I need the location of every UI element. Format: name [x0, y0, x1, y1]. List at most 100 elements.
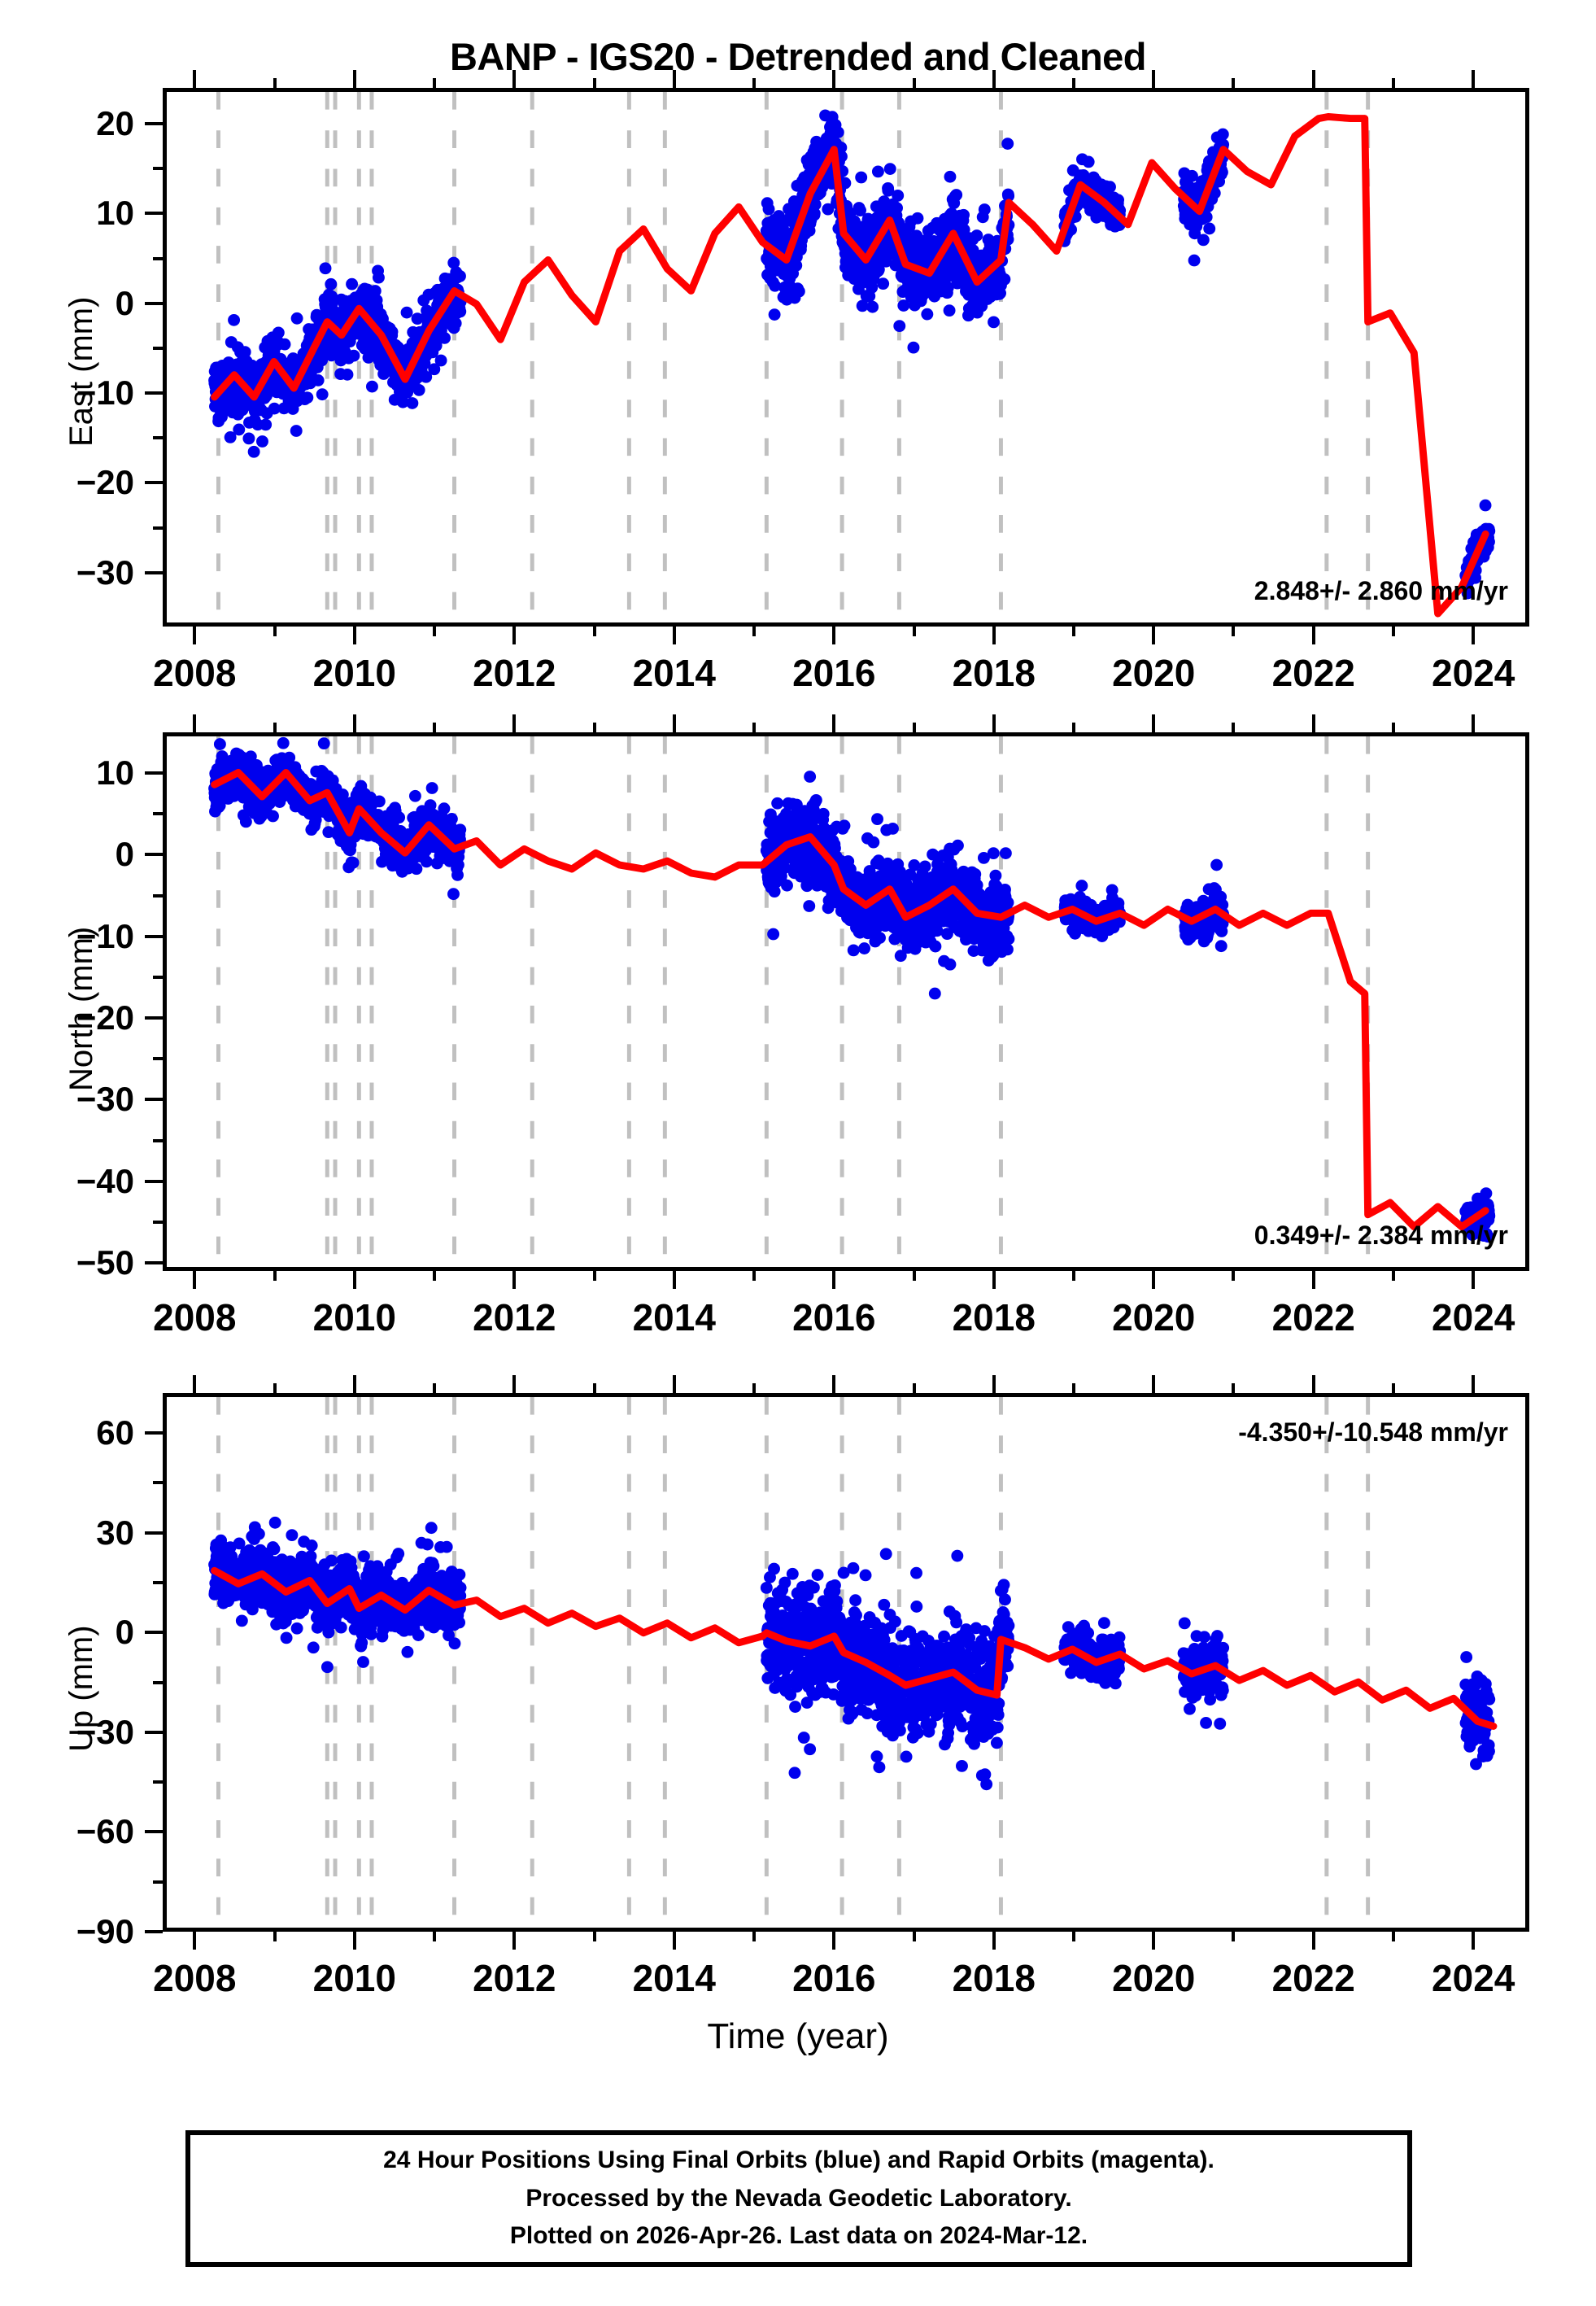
xtick-label: 2018 — [952, 652, 1036, 694]
data-point — [365, 380, 378, 393]
data-point — [839, 177, 852, 190]
plot-canvas-east — [208, 92, 1496, 622]
data-point — [396, 395, 409, 408]
data-point — [1216, 128, 1229, 141]
xtick-minor — [1232, 627, 1236, 636]
xtick-mark — [193, 627, 197, 644]
data-point — [987, 847, 1000, 860]
data-point — [941, 282, 954, 294]
data-point — [1082, 155, 1095, 168]
ytick-label: 10 — [96, 194, 134, 233]
ytick-minor — [153, 436, 163, 440]
data-point — [1104, 181, 1116, 194]
data-point — [874, 932, 886, 944]
data-points-north — [208, 736, 1496, 1243]
data-point — [944, 170, 957, 183]
ytick-label: 0 — [115, 283, 134, 322]
data-point — [447, 888, 460, 901]
data-point — [268, 402, 281, 415]
data-point — [233, 423, 246, 436]
ytick-mark — [145, 570, 163, 574]
data-point — [943, 304, 956, 317]
data-point — [970, 229, 983, 242]
model-curve-east — [211, 112, 1489, 618]
ytick-minor — [153, 256, 163, 260]
xtick-label: 2010 — [312, 652, 396, 694]
data-point — [438, 331, 451, 344]
xtick-mark — [1152, 627, 1156, 644]
data-point — [950, 189, 963, 201]
data-point — [372, 271, 385, 284]
data-point — [224, 431, 237, 443]
ytick-mark — [145, 391, 163, 395]
data-point — [411, 312, 424, 325]
xtick-minor — [592, 627, 596, 636]
xtick-label: 2020 — [1112, 652, 1196, 694]
data-point — [907, 341, 920, 354]
data-point — [393, 811, 406, 824]
data-point — [272, 326, 285, 339]
data-point — [368, 285, 382, 297]
xtick-minor — [1072, 78, 1075, 88]
data-point — [347, 349, 360, 362]
data-point — [386, 325, 399, 338]
xtick-mark — [672, 70, 676, 88]
data-point — [228, 313, 241, 326]
data-point — [1461, 587, 1474, 600]
xtick-minor — [273, 78, 277, 88]
xtick-mark — [832, 627, 836, 644]
data-point — [893, 320, 906, 333]
data-point — [847, 944, 860, 957]
xtick-label: 2008 — [153, 652, 237, 694]
xtick-label: 2016 — [792, 652, 876, 694]
data-point — [325, 277, 338, 290]
ytick-label: −10 — [76, 373, 134, 413]
data-point — [283, 751, 296, 764]
data-point — [803, 900, 816, 912]
data-point — [831, 126, 844, 138]
data-point — [454, 269, 466, 282]
xtick-mark — [352, 627, 356, 644]
data-point — [989, 869, 1002, 882]
data-point — [969, 867, 982, 880]
xtick-mark — [1472, 70, 1476, 88]
data-point — [866, 300, 879, 313]
data-point — [430, 339, 443, 352]
data-point — [762, 203, 775, 216]
data-point — [373, 795, 386, 808]
data-point — [1001, 943, 1014, 956]
data-point — [347, 856, 360, 869]
data-point — [892, 189, 905, 202]
data-point — [854, 204, 866, 217]
data-point — [838, 819, 851, 832]
data-point — [267, 810, 279, 823]
data-point — [447, 256, 460, 269]
data-point — [998, 273, 1011, 286]
xtick-minor — [592, 78, 596, 88]
page-title: BANP - IGS20 - Detrended and Cleaned — [449, 35, 1147, 78]
xtick-mark — [352, 70, 356, 88]
data-point — [316, 388, 329, 401]
ytick-label: 20 — [96, 104, 134, 143]
data-point — [1075, 880, 1088, 892]
data-point — [855, 171, 868, 184]
data-point — [871, 165, 884, 178]
data-point — [1479, 499, 1492, 512]
xtick-mark — [1311, 627, 1315, 644]
data-point — [767, 928, 780, 941]
rate-annotation-east: 2.848+/- 2.860 mm/yr — [1254, 576, 1508, 605]
data-point — [239, 815, 252, 828]
xtick-minor — [912, 627, 916, 636]
data-point — [454, 823, 467, 836]
xtick-mark — [672, 627, 676, 644]
data-point — [768, 308, 781, 321]
data-point — [428, 363, 441, 376]
data-point — [835, 141, 848, 154]
data-point — [891, 202, 903, 215]
data-point — [247, 445, 260, 458]
data-point — [213, 799, 226, 812]
ytick-mark — [145, 122, 163, 126]
data-point — [317, 737, 330, 750]
plot-canvas-north — [208, 736, 1496, 1267]
